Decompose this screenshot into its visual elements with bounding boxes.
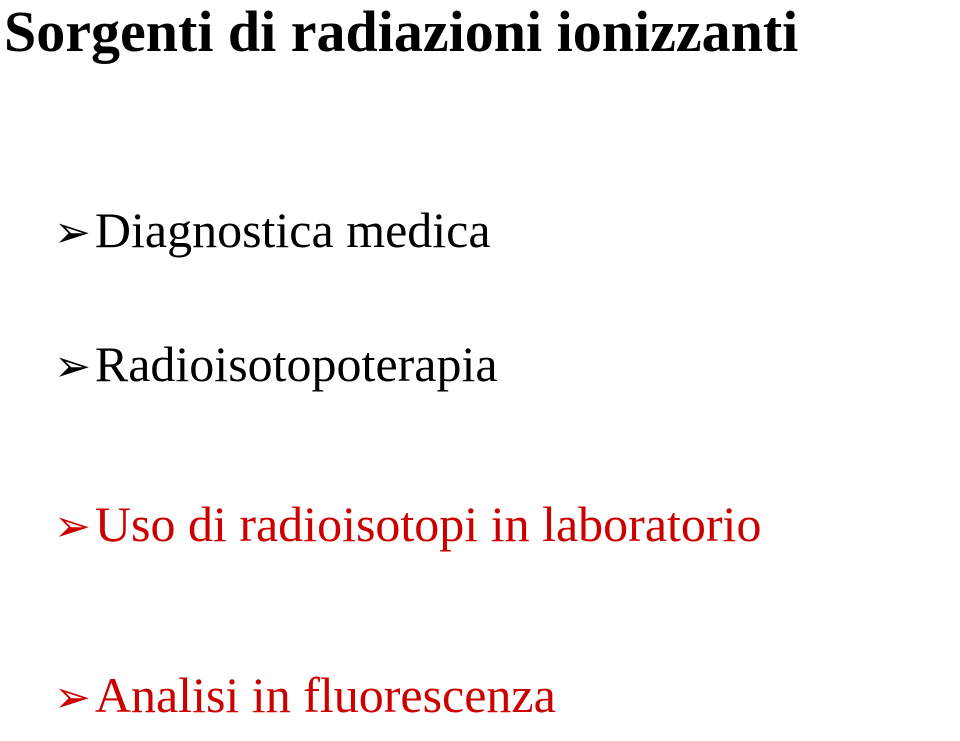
list-item-label: Diagnostica medica [95,202,491,258]
list-item-label: Uso di radioisotopi in laboratorio [95,496,762,552]
list-item-label: Radioisotopoterapia [95,336,498,392]
slide-page: Sorgenti di radiazioni ionizzanti ➢ Diag… [0,0,960,741]
chevron-right-icon: ➢ [54,342,91,391]
list-item-label: Analisi in fluorescenza [95,667,556,723]
slide-title: Sorgenti di radiazioni ionizzanti [4,2,798,63]
list-item: ➢ Radioisotopoterapia [54,335,498,393]
list-item: ➢ Diagnostica medica [54,201,491,259]
list-item: ➢ Analisi in fluorescenza [54,666,556,724]
chevron-right-icon: ➢ [54,208,91,257]
chevron-right-icon: ➢ [54,502,91,551]
list-item: ➢ Uso di radioisotopi in laboratorio [54,495,761,553]
chevron-right-icon: ➢ [54,673,91,722]
